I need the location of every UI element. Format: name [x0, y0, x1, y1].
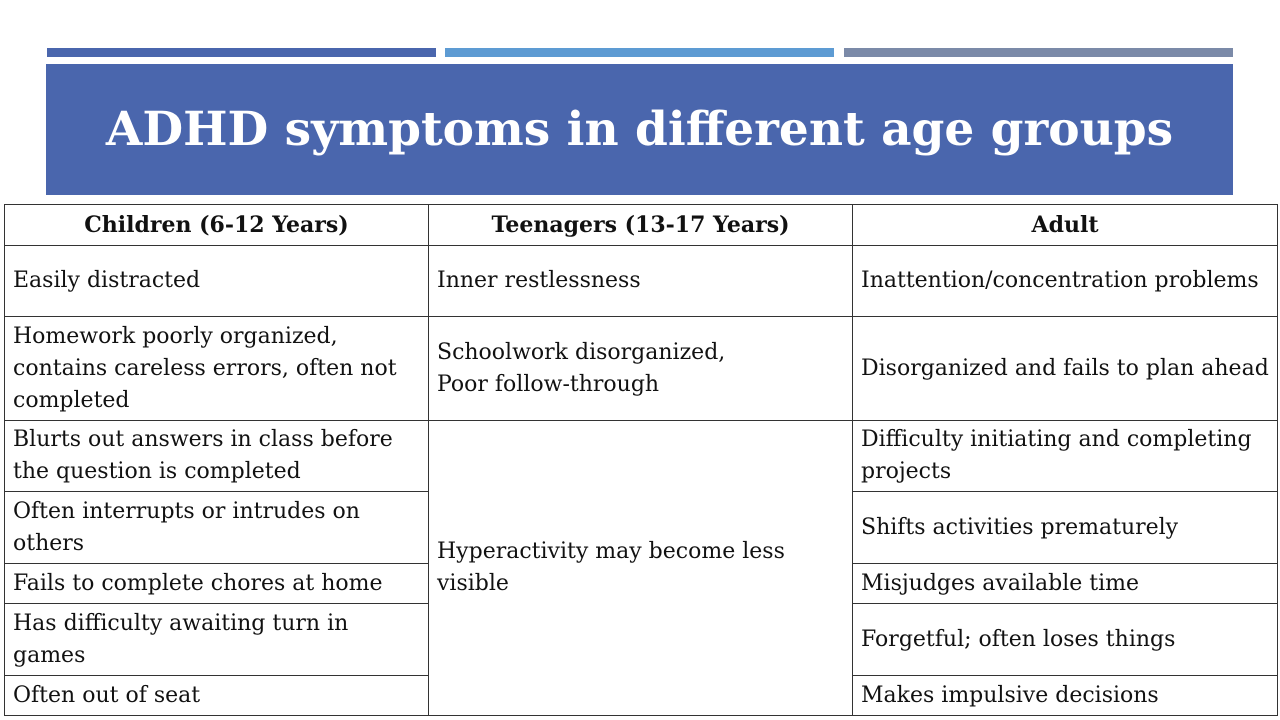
table-row: Easily distracted Inner restlessness Ina… [4, 245, 1278, 317]
teenagers-line: Schoolwork disorganized, [437, 339, 726, 365]
title-band: ADHD symptoms in different age groups [46, 64, 1233, 195]
children-cell: Fails to complete chores at home [4, 563, 429, 604]
adult-cell: Difficulty initiating and completing pro… [852, 420, 1278, 492]
accent-bar-right [844, 48, 1233, 57]
children-cell: Often out of seat [4, 675, 429, 716]
table-row: Fails to complete chores at home Misjudg… [4, 563, 1278, 604]
teenagers-cell: Schoolwork disorganized, Poor follow-thr… [428, 316, 853, 421]
slide-title: ADHD symptoms in different age groups [105, 102, 1174, 157]
table-row: Has difficulty awaiting turn in games Fo… [4, 603, 1278, 676]
header-children: Children (6-12 Years) [4, 204, 429, 246]
teenagers-line: Poor follow-through [437, 371, 660, 397]
children-cell: Easily distracted [4, 245, 429, 317]
table-row: Often out of seat Makes impulsive decisi… [4, 675, 1278, 716]
children-cell: Homework poorly organized, contains care… [4, 316, 429, 421]
header-row: Children (6-12 Years) Teenagers (13-17 Y… [4, 204, 1278, 246]
adult-cell: Disorganized and fails to plan ahead [852, 316, 1278, 421]
teenagers-cell: Inner restlessness [428, 245, 853, 317]
children-cell: Often interrupts or intrudes on others [4, 491, 429, 564]
header-adult: Adult [852, 204, 1278, 246]
symptoms-table: Children (6-12 Years) Teenagers (13-17 Y… [4, 204, 1278, 716]
adult-cell: Forgetful; often loses things [852, 603, 1278, 676]
header-teenagers: Teenagers (13-17 Years) [428, 204, 853, 246]
children-cell: Has difficulty awaiting turn in games [4, 603, 429, 676]
adult-cell: Misjudges available time [852, 563, 1278, 604]
adult-cell: Shifts activities prematurely [852, 491, 1278, 564]
accent-bar-middle [445, 48, 834, 57]
adult-cell: Makes impulsive decisions [852, 675, 1278, 716]
table-row: Blurts out answers in class before the q… [4, 420, 1278, 716]
adult-cell: Inattention/concentration problems [852, 245, 1278, 317]
accent-bar-left [47, 48, 436, 57]
children-cell: Blurts out answers in class before the q… [4, 420, 429, 492]
teenagers-cell: Hyperactivity may become less visible [428, 420, 853, 716]
table-row: Homework poorly organized, contains care… [4, 316, 1278, 421]
